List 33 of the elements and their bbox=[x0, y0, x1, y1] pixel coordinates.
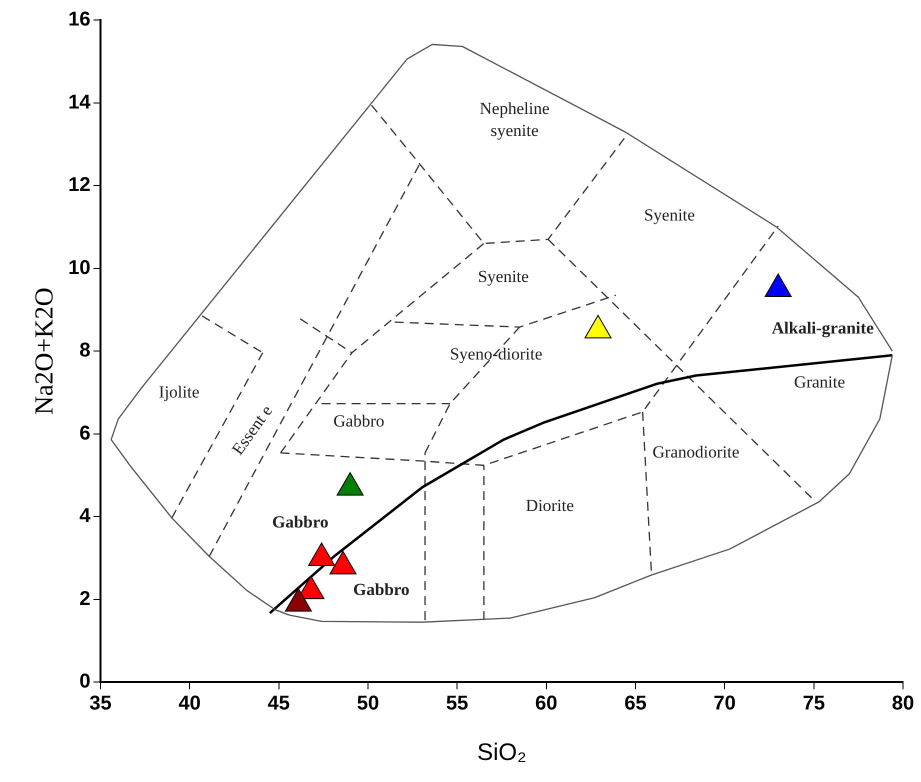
x-tick-label: 60 bbox=[535, 692, 558, 715]
x-tick-label: 75 bbox=[802, 692, 825, 715]
y-tick-label: 8 bbox=[79, 340, 90, 362]
annotation: Gabbro bbox=[353, 580, 410, 600]
annotation: Gabbro bbox=[333, 411, 384, 430]
annotation: Granite bbox=[794, 372, 846, 392]
y-tick-label: 16 bbox=[68, 8, 90, 31]
annotation: Diorite bbox=[526, 496, 574, 516]
x-tick-label: 55 bbox=[446, 692, 468, 715]
x-tick-label: 65 bbox=[624, 692, 647, 715]
annotation: Gabbro bbox=[272, 512, 328, 532]
y-tick-label: 0 bbox=[79, 670, 90, 693]
y-tick-label: 4 bbox=[79, 505, 92, 528]
annotation: Granodiorite bbox=[652, 442, 740, 462]
y-tick-label: 10 bbox=[68, 256, 90, 279]
y-tick-label: 12 bbox=[68, 174, 90, 196]
x-tick-label: 70 bbox=[714, 692, 736, 715]
annotation: Nepheline syenite bbox=[480, 99, 550, 140]
annotation: Alkali-granite bbox=[772, 318, 874, 338]
annotation: Syeno-diorite bbox=[450, 344, 542, 364]
y-tick-label: 2 bbox=[79, 588, 90, 610]
x-axis-title: SiO₂ bbox=[477, 739, 526, 766]
annotation: Ijolite bbox=[158, 382, 200, 402]
x-tick-label: 80 bbox=[892, 692, 914, 715]
annotation: Syenite bbox=[478, 267, 529, 286]
annotation: Syenite bbox=[644, 205, 695, 224]
x-tick-label: 35 bbox=[89, 692, 112, 715]
x-tick-label: 45 bbox=[268, 692, 290, 715]
y-axis-title: Na2O+K2O bbox=[29, 287, 58, 415]
y-tick-label: 6 bbox=[79, 422, 90, 444]
x-tick-label: 40 bbox=[178, 692, 201, 715]
y-tick-label: 14 bbox=[68, 91, 92, 114]
x-tick-label: 50 bbox=[356, 692, 380, 715]
